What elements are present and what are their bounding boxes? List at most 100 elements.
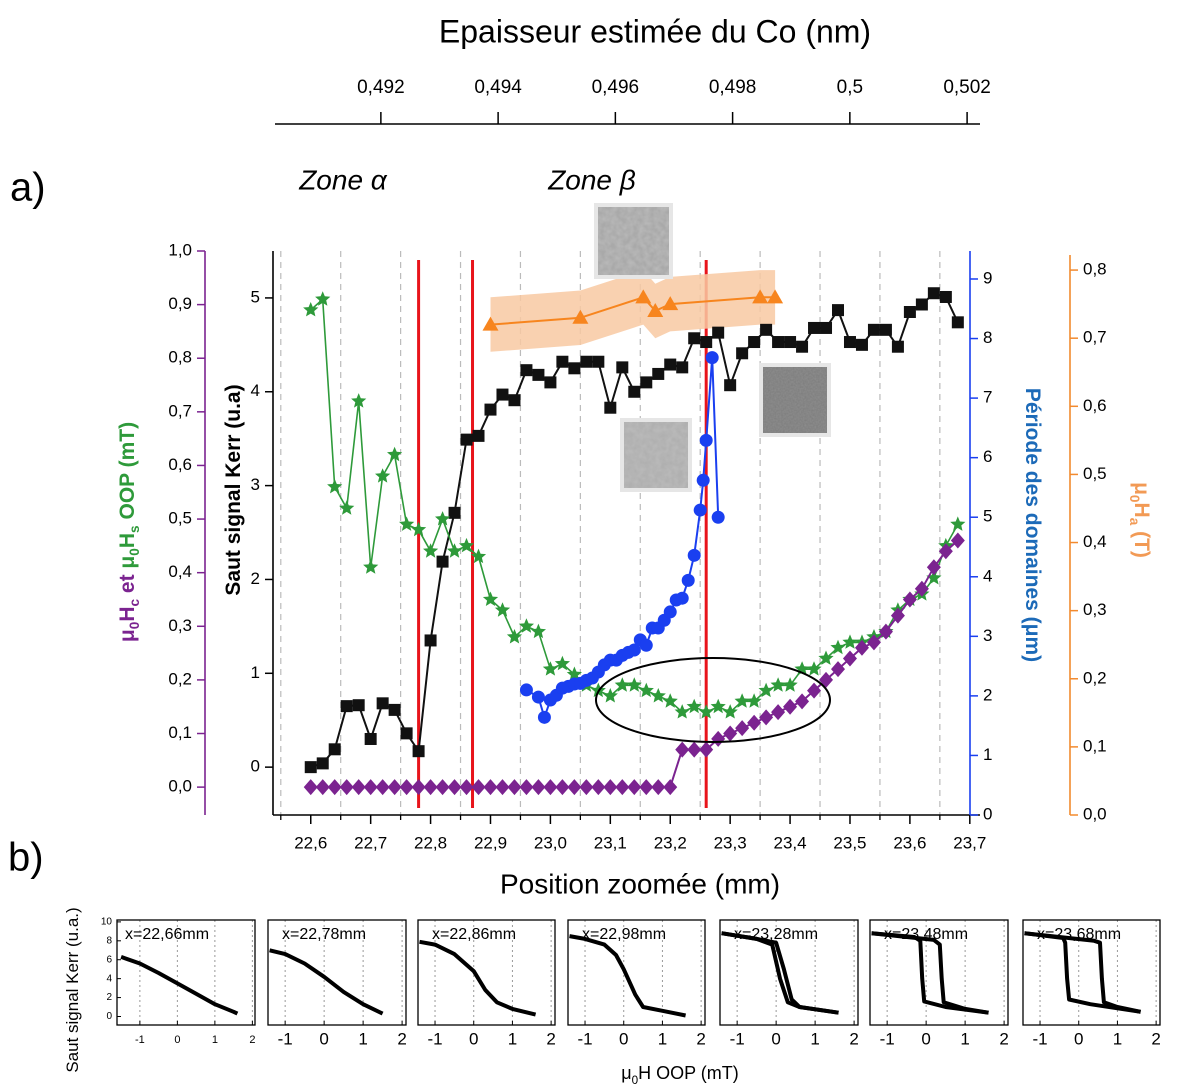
marker-diamond <box>699 741 714 758</box>
marker-diamond <box>783 698 798 715</box>
marker-diamond <box>807 682 822 699</box>
marker-square <box>652 367 665 380</box>
x-tick-label: -1 <box>278 1029 293 1048</box>
marker-circle <box>627 643 641 657</box>
marker-diamond <box>591 779 606 796</box>
marker-diamond <box>327 779 342 796</box>
loop-curve <box>120 955 239 1016</box>
marker-diamond <box>723 725 738 742</box>
label-part: Saut signal Kerr (u.a) <box>222 384 245 595</box>
marker-star <box>339 500 355 515</box>
x-tick-label: 23,0 <box>534 833 567 852</box>
x-tick-label: -1 <box>880 1029 895 1048</box>
marker-star <box>458 537 475 553</box>
marker-square <box>604 401 617 414</box>
y-tick-label: 0,5 <box>1083 464 1107 483</box>
y-tick-label: 0,1 <box>1083 736 1107 755</box>
y-tick-label: 0,1 <box>168 723 192 742</box>
y-tick-label: 0,0 <box>1083 804 1107 823</box>
marker-square <box>736 347 749 360</box>
marker-circle <box>675 591 689 605</box>
marker-star <box>950 516 966 531</box>
y-axis-title: μ0Hc et μ0Hs OOP (mT) <box>116 422 143 642</box>
marker-star <box>399 516 415 531</box>
label-part: a <box>1127 518 1142 526</box>
subplot-title: x=22,78mm <box>282 926 366 943</box>
marker-square <box>628 385 641 398</box>
marker-star <box>470 548 487 564</box>
marker-star <box>518 618 534 633</box>
marker-star <box>506 629 523 644</box>
x-tick-label: 23,7 <box>953 833 986 852</box>
domain-image <box>598 207 669 275</box>
label-part: 0 <box>1127 495 1142 503</box>
marker-square <box>328 743 341 756</box>
label-part: Période des domaines (μm) <box>1021 388 1044 662</box>
marker-diamond <box>375 779 390 796</box>
error-band <box>490 270 776 352</box>
marker-square <box>496 388 509 401</box>
y-tick-label: 0,0 <box>168 777 192 796</box>
domain-image <box>763 367 827 433</box>
x-tick-label: 1 <box>358 1029 367 1048</box>
series-line <box>525 357 720 721</box>
x-tick-label: -1 <box>730 1029 745 1048</box>
marker-triangle <box>662 296 679 311</box>
loop-curve <box>1024 931 1141 1014</box>
marker-diamond <box>339 779 354 796</box>
domain-images <box>594 203 831 492</box>
x-tick-label: 1 <box>658 1029 667 1048</box>
loop-curve <box>569 934 686 1018</box>
marker-diamond <box>866 634 881 651</box>
y-tick-label: 8 <box>106 935 112 946</box>
label-part: 0 <box>127 548 142 556</box>
x-tick-label: 2 <box>696 1029 705 1048</box>
label-part: OOP (mT) <box>116 422 139 525</box>
x-tick-label: 0 <box>771 1029 780 1048</box>
x-tick-label: 1 <box>212 1034 218 1046</box>
y-tick-label: 1 <box>251 663 260 682</box>
y-tick-label: 5 <box>983 507 992 526</box>
x-tick-label: 0 <box>319 1029 328 1048</box>
x-tick-label: 0 <box>921 1029 930 1048</box>
y-tick-label: 10 <box>101 917 113 928</box>
marker-diamond <box>902 591 917 608</box>
marker-circle <box>696 473 710 487</box>
label-part: H <box>116 533 139 548</box>
marker-square <box>400 727 413 740</box>
marker-square <box>700 336 713 349</box>
loop-curve <box>1024 931 1142 1014</box>
top-tick-label: 0,502 <box>943 77 991 98</box>
marker-diamond <box>531 779 546 796</box>
marker-circle <box>699 433 713 447</box>
x-tick-label: -1 <box>1032 1029 1047 1048</box>
marker-square <box>592 355 605 368</box>
marker-square <box>340 700 353 713</box>
plot-frame <box>869 919 1009 1026</box>
plot-frame <box>567 919 706 1026</box>
marker-square <box>855 338 868 351</box>
subplot-title: x=22,66mm <box>125 926 209 943</box>
marker-star <box>818 650 834 665</box>
marker-square <box>748 336 761 349</box>
y-tick-label: 5 <box>251 287 260 306</box>
y-axis-title: Période des domaines (μm) <box>1021 388 1044 662</box>
marker-star <box>602 688 618 703</box>
marker-diamond <box>459 779 474 796</box>
marker-diamond <box>854 639 869 656</box>
marker-square <box>460 433 473 446</box>
marker-diamond <box>411 779 426 796</box>
marker-triangle <box>767 289 784 304</box>
x-tick-label: 0 <box>1074 1029 1083 1048</box>
marker-star <box>662 693 678 708</box>
x-tick-label: 23,2 <box>654 833 687 852</box>
marker-star <box>482 591 499 606</box>
marker-star <box>842 634 858 649</box>
y-tick-label: 0,2 <box>168 669 192 688</box>
y-tick-label: 0 <box>251 757 260 776</box>
marker-square <box>832 304 845 317</box>
plot-frame <box>267 919 407 1026</box>
marker-diamond <box>543 779 558 796</box>
x-tick-label: 2 <box>397 1029 406 1048</box>
marker-star <box>351 393 367 408</box>
